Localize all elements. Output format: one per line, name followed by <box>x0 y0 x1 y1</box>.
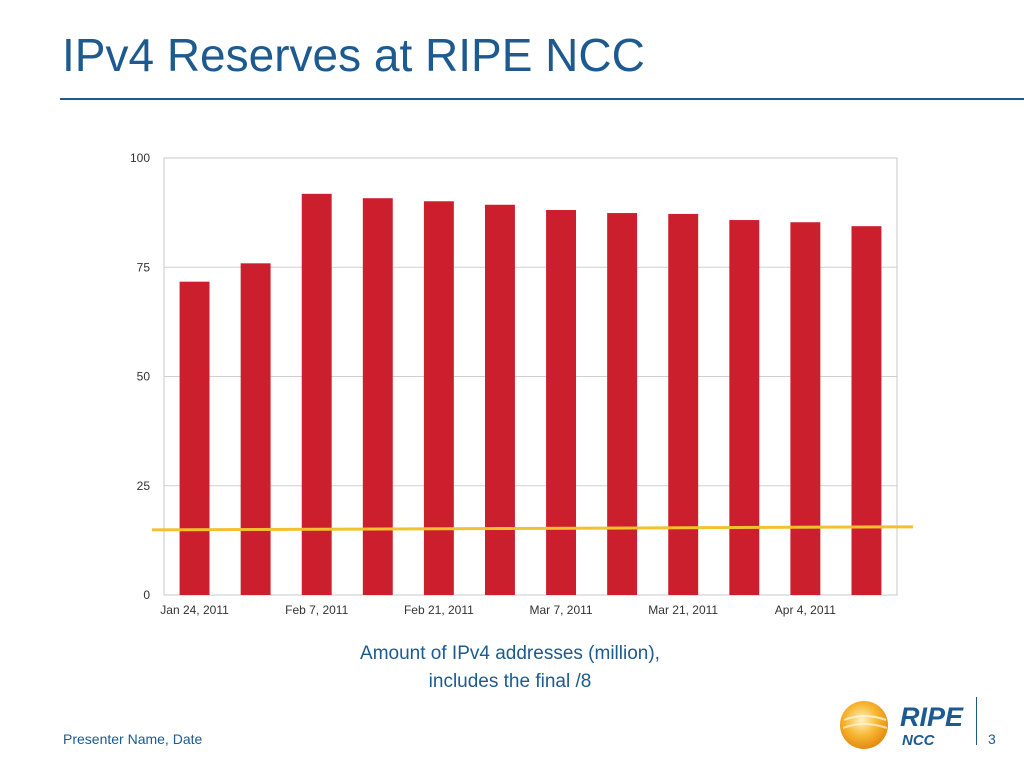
bar <box>362 198 393 596</box>
reference-line <box>151 525 914 532</box>
x-tick-label: Jan 24, 2011 <box>160 603 229 617</box>
ripe-ncc-logo: RIPE NCC <box>840 701 964 749</box>
y-tick-label: 25 <box>137 479 151 493</box>
bar <box>240 263 271 595</box>
y-tick-label: 100 <box>130 151 150 165</box>
bar <box>790 222 821 595</box>
title-rule <box>60 98 1024 100</box>
bar <box>668 213 699 595</box>
slide-title: IPv4 Reserves at RIPE NCC <box>62 29 645 81</box>
bar <box>546 210 577 596</box>
logo-word-ncc: NCC <box>902 732 936 749</box>
bar <box>423 201 454 595</box>
x-tick-label: Mar 21, 2011 <box>648 603 718 617</box>
bar <box>484 204 515 595</box>
y-tick-label: 50 <box>137 370 151 384</box>
page-number: 3 <box>988 731 996 747</box>
x-tick-label: Feb 21, 2011 <box>404 603 474 617</box>
caption-line-2: includes the final /8 <box>428 671 592 692</box>
y-axis-ticks: 0 25 50 75 100 <box>130 151 150 602</box>
x-tick-label: Feb 7, 2011 <box>285 603 348 617</box>
logo-word-ripe: RIPE <box>900 702 964 732</box>
bar-chart: 0 25 50 75 100 Jan 24, 2011 Feb 7, 2011 Feb 21… <box>130 151 914 617</box>
bar <box>607 213 638 595</box>
x-tick-label: Mar 7, 2011 <box>529 603 592 617</box>
x-tick-label: Apr 4, 2011 <box>775 603 836 617</box>
x-axis-ticks: Jan 24, 2011 Feb 7, 2011 Feb 21, 2011 Mar 7… <box>160 603 836 617</box>
caption-line-1: Amount of IPv4 addresses (million), <box>360 643 660 664</box>
gridlines <box>164 266 897 487</box>
bar <box>851 226 882 595</box>
y-tick-label: 0 <box>143 588 150 602</box>
bar <box>729 220 760 595</box>
logo-divider <box>976 697 977 745</box>
y-tick-label: 75 <box>137 260 151 274</box>
bar <box>301 193 332 596</box>
bar <box>179 281 210 595</box>
presenter-footer: Presenter Name, Date <box>63 731 203 747</box>
